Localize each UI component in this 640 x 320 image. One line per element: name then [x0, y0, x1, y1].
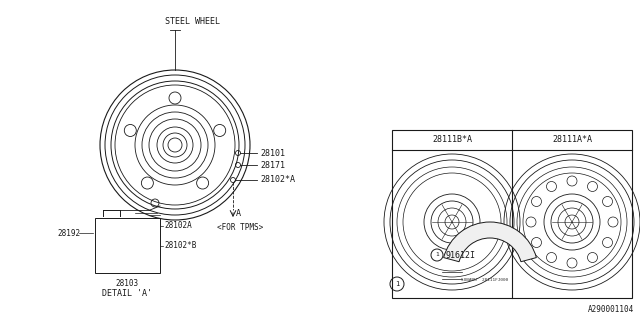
- Text: 1: 1: [395, 281, 399, 287]
- Text: 28103: 28103: [115, 278, 139, 287]
- Text: 28192: 28192: [57, 228, 80, 237]
- Text: A: A: [236, 209, 241, 218]
- Text: A290001104: A290001104: [588, 305, 634, 314]
- Text: 28101: 28101: [260, 148, 285, 157]
- Text: 28111B*A: 28111B*A: [432, 135, 472, 145]
- Text: 28111A*A: 28111A*A: [552, 135, 592, 145]
- Text: DETAIL 'A': DETAIL 'A': [102, 289, 152, 298]
- Text: 91612I: 91612I: [446, 251, 476, 260]
- Text: 28102*A: 28102*A: [260, 175, 295, 185]
- Wedge shape: [444, 222, 536, 262]
- Text: 28171: 28171: [260, 161, 285, 170]
- Text: SUBARU  28111FJ000: SUBARU 28111FJ000: [461, 278, 509, 282]
- Bar: [95, 218, 160, 273]
- Text: 1: 1: [435, 252, 439, 258]
- Text: 28102A: 28102A: [164, 221, 192, 230]
- Text: STEEL WHEEL: STEEL WHEEL: [165, 18, 220, 27]
- Text: 28102*B: 28102*B: [164, 242, 196, 251]
- Bar: [392, 130, 632, 298]
- Text: <FOR TPMS>: <FOR TPMS>: [217, 222, 263, 231]
